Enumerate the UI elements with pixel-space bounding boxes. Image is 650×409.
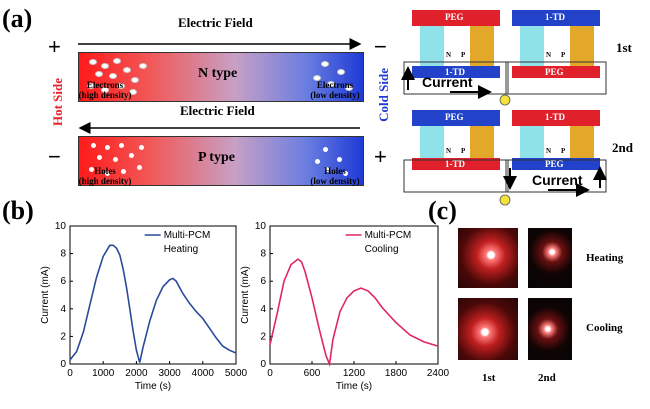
holes-low-text: Holes (low density) [310,166,360,186]
diagram-n-3: N [446,147,452,155]
y-tick-label: 0 [60,359,66,370]
panel-c-label: (c) [428,196,457,225]
n-type-label: N type [198,66,238,81]
second-label: 2nd [612,140,633,155]
diagram-td-2: 1-TD [545,12,565,22]
diagram-p-1: P [461,51,466,59]
current-label-1: Current [422,74,473,90]
electric-field-label-top: Electric Field [178,15,253,30]
diagram-td-4: 1-TD [545,112,565,122]
x-tick-label: 5000 [225,368,248,379]
diagram-peg-3: PEG [445,112,464,122]
x-tick-label: 2400 [427,368,450,379]
electrons-low-text: Electrons (low density) [310,80,360,100]
y-tick-label: 6 [260,276,266,287]
legend-label: Multi-PCM [164,230,211,241]
series-line [69,244,237,363]
y-tick-label: 4 [260,304,266,315]
heating-label: Heating [586,252,624,264]
second-photo-label: 2nd [538,372,556,384]
y-axis-label: Current (mA) [40,266,51,324]
diagram-peg-1: PEG [445,12,464,22]
diagram-td-3: 1-TD [445,159,465,169]
y-tick-label: 2 [60,331,66,342]
cooling-label: Cooling [586,322,623,334]
led-icon-2 [499,194,511,206]
y-tick-label: 4 [60,304,66,315]
y-tick-label: 10 [55,221,67,232]
photo-heating-1st [458,228,518,288]
n-type-bar [78,52,364,102]
holes-high-text: Holes (high density) [78,166,132,186]
legend-sublabel: Heating [164,244,198,255]
diagram-n-4: N [546,147,552,155]
panel-a-label: (a) [2,4,33,33]
diagram-p-4: P [561,147,566,155]
x-tick-label: 1800 [385,368,408,379]
diagram-p-3: P [461,147,466,155]
diagram-n-1: N [446,51,452,59]
x-tick-label: 0 [267,368,273,379]
diagram-p-2: P [561,51,566,59]
diagram-peg-4: PEG [545,159,564,169]
photo-cooling-2nd [528,298,572,360]
series-line [269,258,439,367]
y-tick-label: 10 [255,221,267,232]
diagram-2nd-left [403,110,509,193]
current-label-2: Current [532,172,583,188]
x-tick-label: 1200 [343,368,366,379]
x-tick-label: 0 [67,368,73,379]
diagram-n-2: N [546,51,552,59]
minus-sign-top-right: − [374,34,387,59]
x-tick-label: 600 [304,368,321,379]
electric-field-label-bottom: Electric Field [180,103,255,118]
y-tick-label: 6 [60,276,66,287]
x-tick-label: 3000 [158,368,181,379]
plus-sign-top-left: + [48,34,61,59]
p-type-bar [78,136,364,186]
x-tick-label: 1000 [92,368,115,379]
x-tick-label: 4000 [192,368,215,379]
diagram-1st-left [401,10,509,99]
first-label: 1st [616,40,632,55]
diagram-2nd-right [503,110,607,197]
plot-frame [69,225,237,365]
y-tick-label: 0 [260,359,266,370]
y-axis-label: Current (mA) [240,266,251,324]
diagram-peg-2: PEG [545,67,564,77]
photo-heating-2nd [528,228,572,288]
y-tick-label: 8 [260,249,266,260]
plus-sign-bottom-right: + [374,144,387,169]
p-type-label: P type [198,150,235,165]
x-tick-label: 2000 [125,368,148,379]
electrons-high-text: Electrons (high density) [78,80,132,100]
panel-b-label: (b) [2,196,34,225]
photo-cooling-1st [458,298,518,360]
y-tick-label: 8 [60,249,66,260]
legend-label: Multi-PCM [365,230,412,241]
y-tick-label: 2 [260,331,266,342]
led-icon-1 [499,94,511,106]
plot-frame [269,225,439,365]
first-photo-label: 1st [482,372,496,384]
legend-sublabel: Cooling [365,244,399,255]
diagram-td-1: 1-TD [445,67,465,77]
minus-sign-bottom-left: − [48,144,61,169]
diagram-1st-right [505,10,607,95]
x-axis-label: Time (s) [135,381,171,392]
x-axis-label: Time (s) [336,381,372,392]
